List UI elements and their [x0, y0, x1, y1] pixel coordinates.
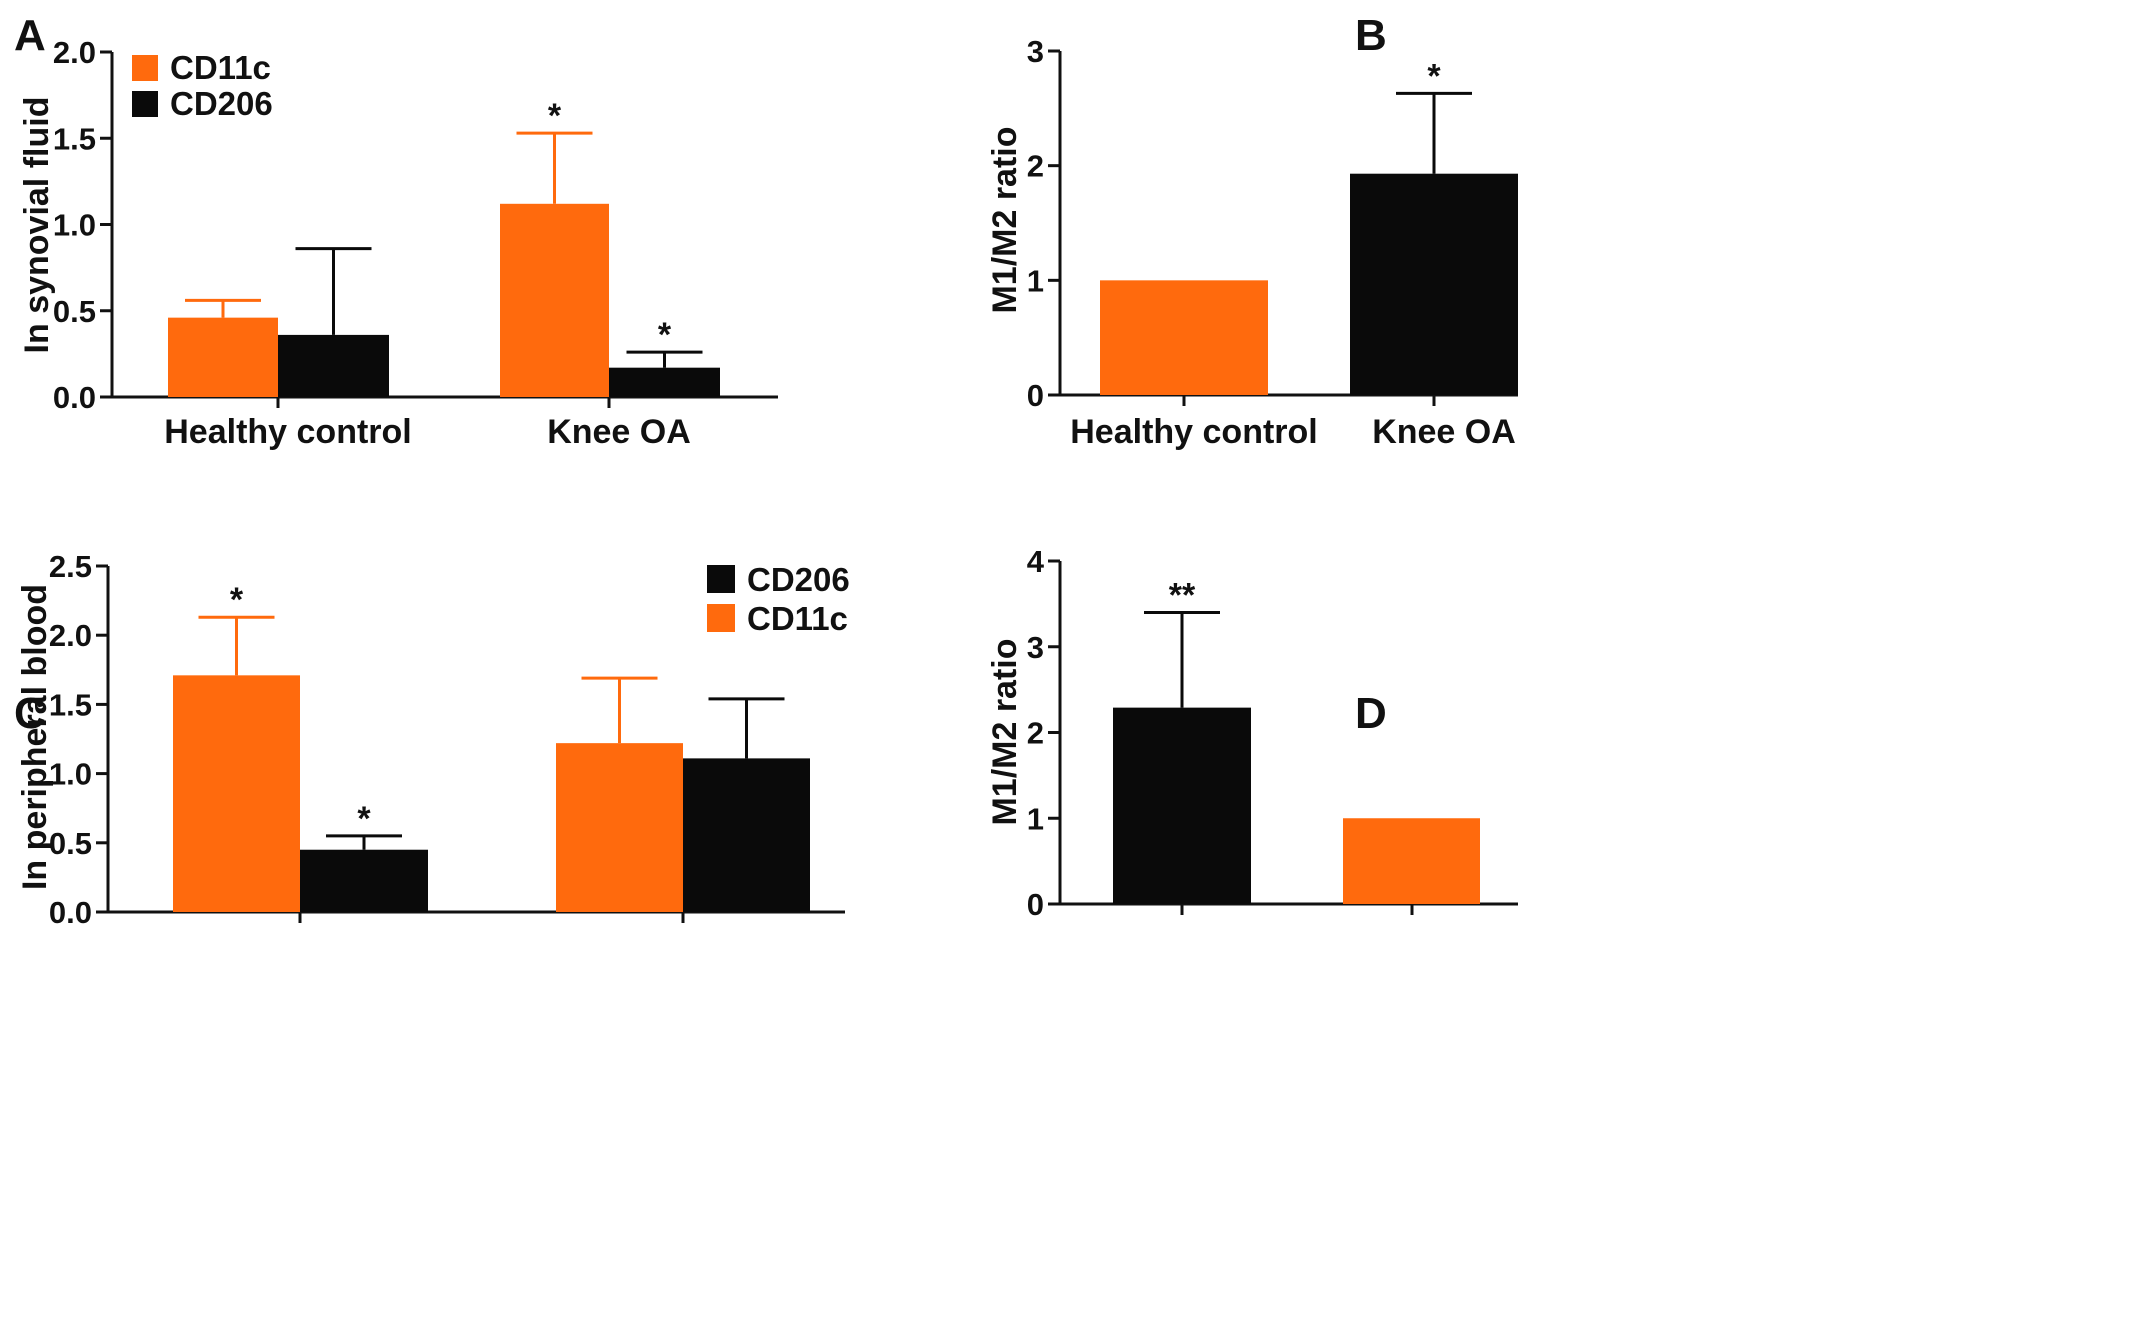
y-tick-label: 1 [1027, 801, 1044, 836]
legend-label: CD206 [747, 561, 850, 598]
x-category-label: Knee OA [547, 413, 691, 451]
y-tick-label: 3 [1027, 34, 1044, 69]
y-tick-label: 0 [1027, 887, 1044, 922]
bar [278, 334, 389, 397]
y-tick-label: 1.5 [49, 687, 92, 722]
y-tick-label: 1.0 [49, 757, 92, 792]
y-tick-label: 0.5 [53, 294, 96, 329]
bar [1350, 173, 1518, 395]
legend-swatch [707, 565, 735, 593]
bar [1343, 818, 1480, 904]
significance-mark: * [230, 581, 244, 619]
legend-swatch [707, 604, 735, 632]
bar [1113, 707, 1251, 904]
bar [556, 743, 683, 912]
legend-swatch [132, 55, 158, 81]
y-tick-label: 2 [1027, 149, 1044, 184]
bar [609, 367, 720, 397]
y-tick-label: 0.0 [49, 895, 92, 930]
significance-mark: ** [1169, 576, 1196, 614]
significance-mark: * [357, 800, 371, 838]
y-tick-label: 0 [1027, 378, 1044, 413]
y-tick-label: 2.0 [53, 35, 96, 70]
significance-mark: * [658, 316, 672, 354]
y-axis-label: In synovial fluid [18, 97, 56, 354]
y-tick-label: 4 [1027, 544, 1045, 579]
y-tick-label: 0.5 [49, 826, 92, 861]
bar [168, 317, 278, 397]
y-tick-label: 2.0 [49, 618, 92, 653]
panel-letter-b: B [1355, 11, 1387, 60]
panel-letter-c: C [14, 689, 46, 738]
bar [1100, 280, 1268, 395]
y-axis-label: In peripheral blood [16, 584, 54, 890]
panel-letter-a: A [14, 11, 46, 60]
legend-label: CD11c [747, 600, 848, 637]
chart-panel-c: 0.0 0.5 1.0 1.5 2.0 2.5In peripheral blood * * C… [16, 549, 850, 930]
x-category-label: Healthy control [164, 413, 411, 451]
legend-label: CD11c [170, 49, 271, 86]
y-tick-label: 0.0 [53, 380, 96, 415]
legend-label: CD206 [170, 85, 273, 122]
bar [300, 849, 428, 912]
bar [173, 675, 300, 912]
y-tick-label: 1 [1027, 263, 1044, 298]
chart-panel-a: 0.0 0.5 1.0 1.5 2.0 In synovial fluid Healthy … [18, 35, 778, 451]
y-tick-label: 1.5 [53, 121, 96, 156]
legend-swatch [132, 91, 158, 117]
chart-panel-d: 0 1 2 3 4 M1/M2 ratio ** [986, 544, 1518, 922]
y-tick-label: 1.0 [53, 208, 96, 243]
x-category-label: Healthy control [1070, 413, 1317, 451]
x-category-label: Knee OA [1372, 413, 1516, 451]
y-axis-label: M1/M2 ratio [986, 638, 1024, 825]
bar [683, 758, 810, 912]
chart-panel-b: 0 1 2 3 M1/M2 ratio Healthy control Knee OA * [986, 34, 1518, 451]
y-tick-label: 2.5 [49, 549, 92, 584]
bar [500, 203, 609, 397]
y-axis-label: M1/M2 ratio [986, 126, 1024, 313]
y-tick-label: 2 [1027, 716, 1044, 751]
y-tick-label: 3 [1027, 630, 1044, 665]
significance-mark: * [548, 97, 562, 135]
panel-letter-d: D [1355, 689, 1387, 738]
significance-mark: * [1427, 57, 1441, 95]
